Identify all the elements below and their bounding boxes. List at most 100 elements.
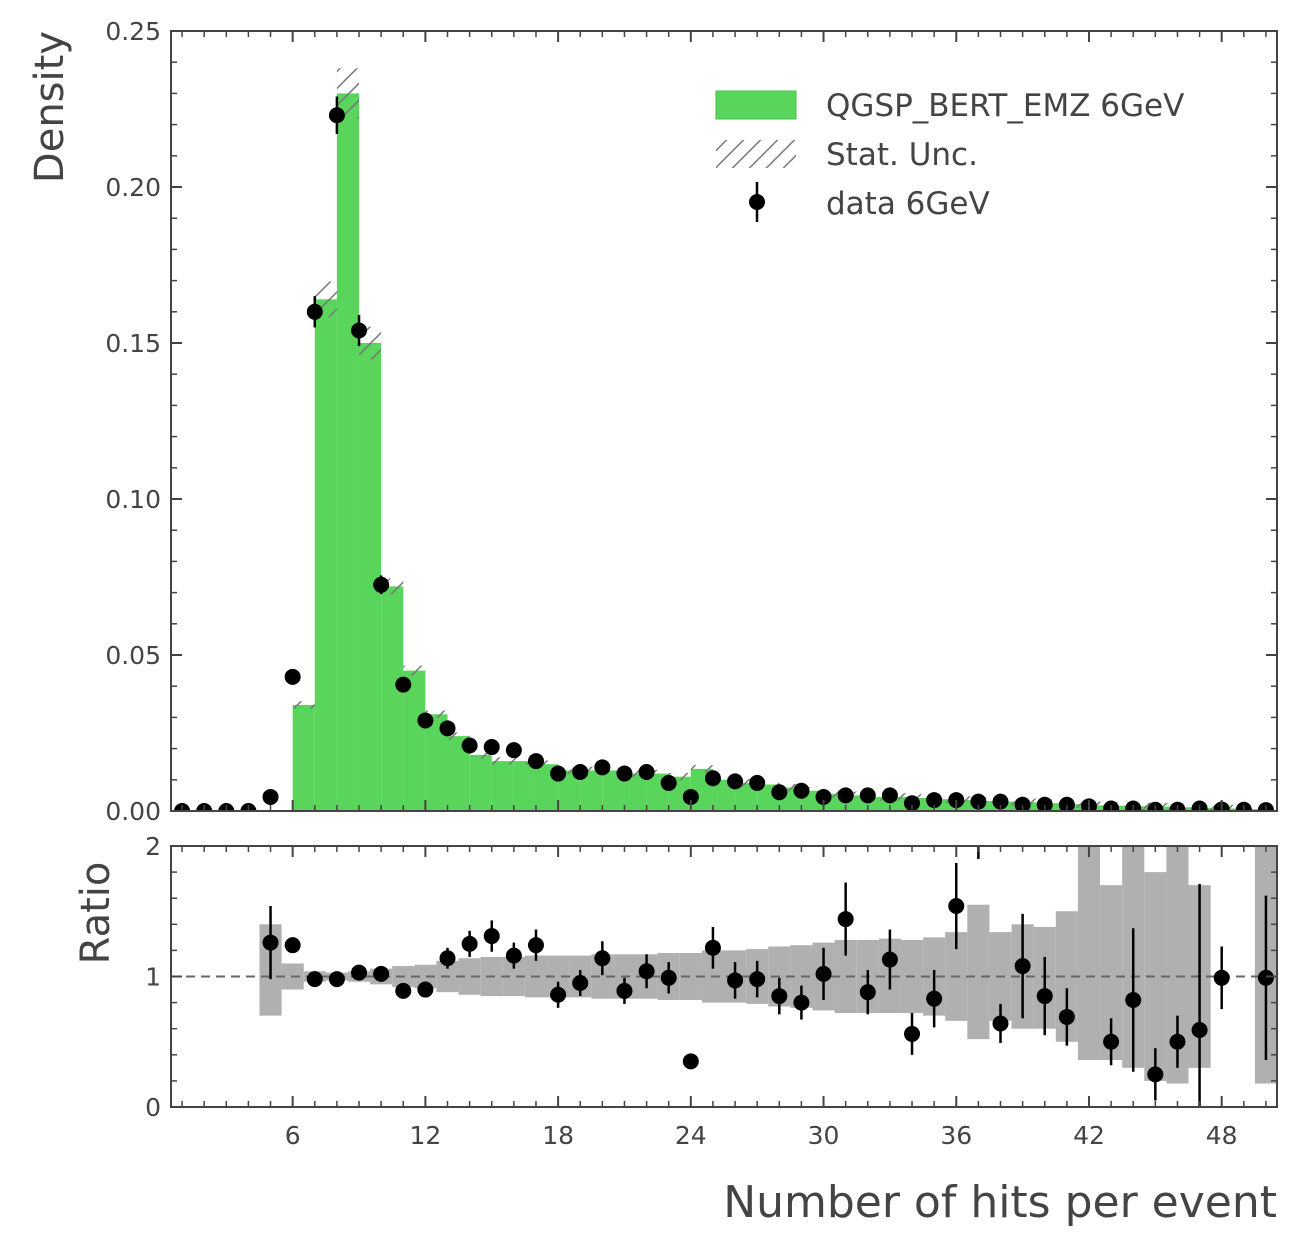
stat-unc-band — [1199, 804, 1222, 811]
stat-unc-band — [978, 797, 1001, 805]
ratio-point — [704, 939, 721, 956]
ratio-point — [926, 990, 943, 1007]
ratio-point — [1213, 969, 1230, 986]
ratio-unc-band — [591, 954, 614, 999]
stat-unc-band — [646, 769, 669, 778]
ratio-point — [461, 935, 478, 952]
ratio-point — [815, 965, 832, 982]
sim-bar — [956, 800, 979, 811]
ratio-point — [328, 971, 345, 988]
ratio-point — [1058, 1008, 1075, 1025]
ratio-point — [262, 934, 279, 951]
sim-bar — [359, 343, 382, 811]
stat-unc-band — [801, 786, 824, 795]
ratio-unc-band — [1144, 872, 1167, 1081]
ratio-unc-band — [1055, 911, 1078, 1042]
data-point — [660, 774, 677, 791]
data-point — [704, 770, 721, 787]
stat-unc-band — [668, 772, 691, 781]
density-ytick-label: 0.25 — [105, 17, 161, 46]
stat-unc-band — [956, 796, 979, 804]
stat-unc-band — [889, 793, 913, 801]
ratio-point — [859, 984, 876, 1001]
stat-unc-band — [1022, 798, 1045, 807]
stat-unc-band — [1133, 802, 1156, 811]
ratio-point — [881, 951, 898, 968]
ratio-unc-band — [1100, 885, 1123, 1061]
x-tick-label: 48 — [1206, 1121, 1238, 1150]
stat-unc-band — [602, 766, 625, 775]
ratio-point — [1103, 1033, 1120, 1050]
stat-unc-band — [425, 710, 448, 719]
sim-bar — [1022, 802, 1045, 811]
sim-bar — [403, 670, 426, 811]
stat-unc-band — [1155, 802, 1178, 811]
sim-bar — [934, 799, 957, 811]
stat-unc-band — [558, 766, 581, 775]
data-point — [395, 676, 412, 693]
ratio-point — [483, 928, 500, 945]
stat-unc-band — [1177, 803, 1200, 811]
ratio-point — [373, 965, 390, 982]
density-ytick-label: 0.15 — [105, 329, 161, 358]
sim-bar — [558, 770, 581, 811]
ratio-point — [527, 937, 544, 954]
data-point — [461, 737, 478, 754]
stat-unc-band — [1088, 801, 1112, 810]
ratio-unc-band — [1166, 846, 1189, 1084]
sim-bar — [425, 714, 448, 811]
data-point — [351, 322, 368, 339]
ratio-point — [306, 971, 323, 988]
sim-bar — [314, 299, 337, 811]
ratio-unc-band — [414, 964, 437, 989]
ratio-point — [771, 988, 788, 1005]
stat-unc-band — [336, 68, 360, 119]
ratio-point — [284, 937, 301, 954]
data-point — [505, 742, 522, 759]
data-point — [992, 793, 1009, 810]
density-plot-area — [174, 68, 1274, 811]
density-frame — [170, 30, 1278, 812]
density-ytick-label: 0.00 — [105, 797, 161, 826]
stat-unc-band — [712, 776, 736, 784]
data-point — [1036, 796, 1053, 811]
data-point — [771, 784, 788, 801]
ratio-point — [395, 982, 412, 999]
ratio-point — [793, 994, 810, 1011]
legend-sim-swatch — [715, 90, 797, 120]
legend: QGSP_BERT_EMZ 6GeV Stat. Unc. data 6GeV — [715, 88, 1184, 222]
data-point — [616, 765, 633, 782]
ratio-ytick-label: 1 — [145, 963, 161, 992]
stat-unc-band — [823, 790, 846, 798]
stat-unc-band — [535, 760, 559, 768]
ratio-point — [1169, 1033, 1186, 1050]
data-point — [262, 788, 279, 805]
data-point — [904, 795, 921, 811]
legend-label-data: data 6GeV — [826, 186, 990, 222]
ratio-point — [660, 969, 677, 986]
ratio-unc-band — [547, 955, 570, 998]
legend-data-marker — [749, 194, 765, 210]
ratio-unc-band — [679, 953, 702, 1000]
sim-bar — [712, 779, 736, 811]
sim-bar — [447, 736, 470, 811]
data-point — [417, 712, 434, 729]
density-ytick-label: 0.10 — [105, 485, 161, 514]
ratio-point — [749, 971, 766, 988]
data-point — [373, 576, 390, 593]
sim-bar — [735, 782, 758, 811]
data-point — [970, 793, 987, 810]
stat-unc-band — [779, 783, 802, 792]
ratio-point — [1125, 991, 1142, 1008]
density-ytick-label: 0.20 — [105, 173, 161, 202]
ratio-plot-area — [171, 846, 1277, 1107]
stat-unc-band — [867, 793, 890, 801]
ratio-unc-band — [834, 939, 857, 1014]
ratio-point — [439, 950, 456, 967]
sim-bar — [336, 93, 360, 811]
stat-unc-band — [912, 794, 935, 802]
x-tick-label: 42 — [1073, 1121, 1105, 1150]
